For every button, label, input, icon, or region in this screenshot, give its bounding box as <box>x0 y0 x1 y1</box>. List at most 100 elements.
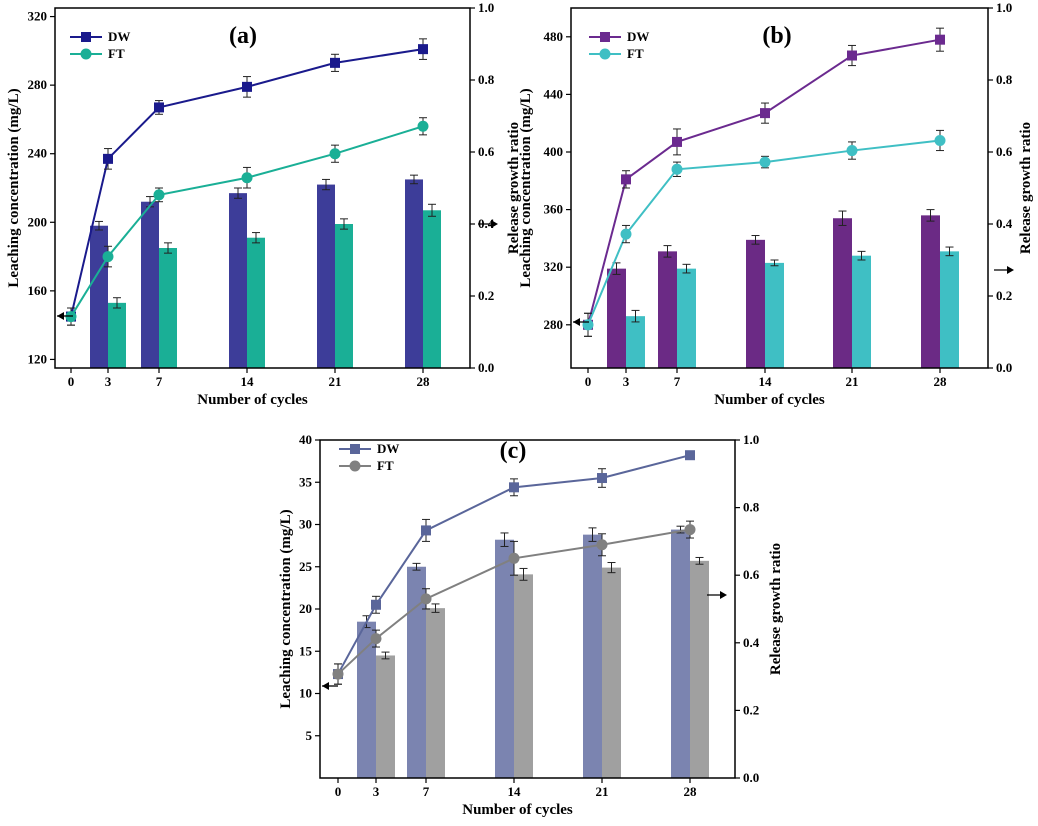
y-right-tick-label-0.4: 0.4 <box>996 216 1013 231</box>
line-dw <box>70 48 424 317</box>
x-tick-label-28: 28 <box>417 374 431 389</box>
bar-dw-28 <box>921 215 940 368</box>
y-right-tick-label-0.6: 0.6 <box>743 567 760 582</box>
point-dw-21 <box>847 50 857 61</box>
point-dw-21 <box>597 473 607 484</box>
y-left-axis-title: Leaching concentration (mg/L) <box>518 88 534 287</box>
line-ft <box>587 139 941 326</box>
point-dw-14 <box>509 482 519 493</box>
left-axis-arrow-head <box>322 682 329 690</box>
bar-dw-14 <box>229 193 247 368</box>
legend-marker-dw <box>350 444 360 454</box>
x-tick-label-21: 21 <box>596 784 609 799</box>
point-ft-28 <box>417 120 429 132</box>
y-right-axis-title: Release growth ratio <box>506 122 522 254</box>
bar-ft-21 <box>852 255 871 368</box>
point-ft-0 <box>582 319 594 331</box>
x-axis-title: Number of cycles <box>714 392 825 408</box>
bar-dw-21 <box>833 218 852 368</box>
y-right-axis-title: Release growth ratio <box>768 543 784 675</box>
x-tick-label-7: 7 <box>156 374 163 389</box>
y-left-tick-label-20: 20 <box>299 601 312 616</box>
line-dw <box>587 38 941 326</box>
y-right-tick-label-0.2: 0.2 <box>996 288 1012 303</box>
x-tick-label-28: 28 <box>934 374 948 389</box>
point-ft-7 <box>420 593 432 605</box>
y-right-tick-label-1.0: 1.0 <box>478 0 494 15</box>
y-left-tick-label-360: 360 <box>544 202 564 217</box>
bar-ft-7 <box>159 248 177 368</box>
point-dw-14 <box>760 108 770 119</box>
x-axis-title: Number of cycles <box>462 802 573 818</box>
point-ft-3 <box>102 251 114 263</box>
point-dw-7 <box>421 525 431 536</box>
point-dw-7 <box>672 136 682 147</box>
point-ft-28 <box>684 524 696 536</box>
x-tick-label-3: 3 <box>105 374 112 389</box>
bar-ft-28 <box>690 560 709 778</box>
bar-dw-21 <box>317 184 335 368</box>
y-right-tick-label-1.0: 1.0 <box>743 432 759 447</box>
right-axis-arrow-head <box>491 220 498 228</box>
bar-ft-3 <box>108 302 126 368</box>
point-ft-14 <box>508 552 520 564</box>
point-ft-21 <box>846 145 858 157</box>
legend-marker-ft <box>349 460 361 472</box>
point-dw-28 <box>418 44 428 55</box>
point-ft-14 <box>241 172 253 184</box>
point-ft-3 <box>620 228 632 240</box>
legend-label-ft: FT <box>377 458 394 473</box>
legend-label-dw: DW <box>377 441 399 456</box>
bar-dw-7 <box>407 566 426 778</box>
x-tick-label-0: 0 <box>335 784 342 799</box>
y-right-tick-label-0.2: 0.2 <box>743 702 759 717</box>
point-ft-28 <box>934 134 946 146</box>
y-left-tick-label-320: 320 <box>544 259 564 274</box>
y-left-tick-label-440: 440 <box>544 86 564 101</box>
y-left-tick-label-280: 280 <box>28 77 48 92</box>
legend-marker-ft <box>599 48 611 60</box>
y-left-tick-label-15: 15 <box>299 643 313 658</box>
y-left-tick-label-10: 10 <box>299 686 312 701</box>
y-left-tick-label-120: 120 <box>28 351 48 366</box>
y-left-axis-title: Leaching concentration (mg/L) <box>278 509 294 708</box>
x-tick-label-3: 3 <box>623 374 630 389</box>
point-dw-21 <box>330 57 340 68</box>
line-dw <box>337 454 691 675</box>
bar-dw-7 <box>141 201 159 368</box>
y-left-tick-label-25: 25 <box>299 559 313 574</box>
y-right-tick-label-0.0: 0.0 <box>996 360 1012 375</box>
legend-label-dw: DW <box>627 29 649 44</box>
line-ft <box>70 125 424 318</box>
y-left-tick-label-200: 200 <box>28 214 48 229</box>
panel-label: (a) <box>229 23 257 49</box>
y-left-tick-label-160: 160 <box>28 283 48 298</box>
point-dw-3 <box>103 153 113 164</box>
y-right-tick-label-0.8: 0.8 <box>996 72 1013 87</box>
line-ft <box>337 528 691 675</box>
point-dw-3 <box>621 174 631 185</box>
bar-dw-28 <box>405 179 423 368</box>
point-ft-7 <box>671 163 683 175</box>
y-right-tick-label-1.0: 1.0 <box>996 0 1012 15</box>
plot-frame <box>54 7 471 369</box>
x-tick-label-14: 14 <box>241 374 255 389</box>
left-axis-arrow-head <box>57 312 64 320</box>
bar-dw-3 <box>357 621 376 778</box>
point-dw-28 <box>685 450 695 461</box>
y-right-axis-title: Release growth ratio <box>1018 122 1034 254</box>
bar-dw-3 <box>90 225 108 368</box>
legend-marker-dw <box>600 32 610 42</box>
y-right-tick-label-0.2: 0.2 <box>478 288 494 303</box>
plot-frame <box>570 7 989 369</box>
x-tick-label-3: 3 <box>373 784 380 799</box>
right-axis-arrow-head <box>1007 266 1014 274</box>
y-right-tick-label-0.8: 0.8 <box>478 72 495 87</box>
y-right-tick-label-0.6: 0.6 <box>996 144 1013 159</box>
bar-ft-28 <box>423 210 441 368</box>
y-right-tick-label-0.4: 0.4 <box>743 635 760 650</box>
y-left-tick-label-30: 30 <box>299 517 312 532</box>
left-axis-arrow-head <box>573 318 580 326</box>
